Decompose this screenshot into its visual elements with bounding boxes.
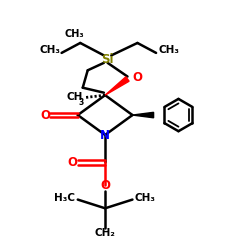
Text: CH₃: CH₃ [39, 45, 60, 55]
Text: CH₃: CH₃ [134, 193, 156, 203]
Polygon shape [132, 112, 154, 118]
Text: CH: CH [66, 92, 83, 102]
Polygon shape [105, 77, 129, 95]
Text: Si: Si [101, 52, 114, 66]
Text: CH₃: CH₃ [64, 29, 84, 39]
Text: O: O [132, 71, 142, 84]
Text: CH₂: CH₂ [95, 228, 116, 238]
Text: O: O [40, 108, 50, 122]
Text: CH₃: CH₃ [158, 45, 179, 55]
Text: 3: 3 [78, 98, 83, 107]
Text: H₃C: H₃C [54, 193, 74, 203]
Text: O: O [67, 156, 77, 169]
Text: N: N [100, 129, 110, 142]
Text: O: O [100, 180, 110, 192]
